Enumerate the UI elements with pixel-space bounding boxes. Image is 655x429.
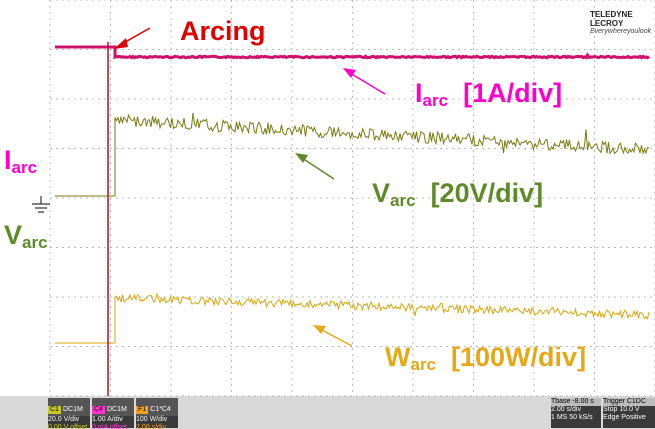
- channel-head: C4 DC1M: [92, 398, 134, 416]
- channel-coupling: DC1M: [106, 406, 127, 413]
- channel-id: F1: [136, 406, 149, 414]
- channel-offset: 0 mA offset: [92, 424, 127, 429]
- channel-label: Varc: [4, 220, 48, 252]
- ground-symbol: [32, 196, 50, 213]
- trigger-type: Edge Positive: [603, 414, 646, 421]
- trigger-box: Trigger C1DC Stop 10.0 V Edge Positive: [603, 398, 655, 428]
- arrowhead: [313, 325, 326, 334]
- channel-box: C1 DC1M 20.0 V/div 0.00 V offset: [48, 398, 90, 429]
- channel-box: C4 DC1M 1.00 A/div 0 mA offset: [92, 398, 134, 429]
- channel-scale: 20.0 V/div: [48, 416, 80, 423]
- timebase-scale: 2.00 s/div: [551, 406, 581, 413]
- channel-id: C1: [48, 406, 61, 414]
- channel-offset: 2.00 s/div: [136, 424, 166, 429]
- trigger-mode: Stop 10.0 V: [603, 406, 640, 413]
- channel-head: F1 C1*C4: [136, 398, 178, 416]
- arrow: [319, 328, 353, 347]
- annotation: Iarc [1A/div]: [415, 78, 563, 110]
- arrowhead: [295, 153, 308, 163]
- logo-tagline: Everywhereyoulook: [590, 28, 652, 35]
- channel-scale: 1.00 A/div: [92, 416, 123, 423]
- voltage-trace: [55, 112, 650, 197]
- channel-box: F1 C1*C4 100 W/div 2.00 s/div: [136, 398, 178, 429]
- channel-coupling: C1*C4: [150, 406, 171, 413]
- timebase-rate: 1 MS 50 kS/s: [551, 414, 593, 421]
- arrowhead: [343, 68, 356, 78]
- annotation: Warc [100W/div]: [385, 342, 587, 374]
- current-trace: [55, 45, 650, 60]
- channel-offset: 0.00 V offset: [48, 424, 88, 429]
- power-trace: [55, 292, 650, 344]
- arrow: [301, 157, 335, 180]
- arrowhead: [114, 38, 128, 49]
- annotation: Varc [20V/div]: [372, 178, 544, 210]
- timebase-title: Tbase -8.00 s: [551, 398, 601, 406]
- timebase-box: Tbase -8.00 s 2.00 s/div 1 MS 50 kS/s: [551, 398, 601, 428]
- channel-head: C1 DC1M: [48, 398, 90, 416]
- logo: TELEDYNE LECROY Everywhereyoulook: [560, 10, 655, 35]
- channel-scale: 100 W/div: [136, 416, 168, 423]
- annotation: Arcing: [180, 16, 266, 46]
- logo-brand: TELEDYNE LECROY: [590, 10, 633, 28]
- channel-id: C4: [92, 406, 105, 414]
- trigger-title: Trigger C1DC: [603, 398, 655, 406]
- arrow: [349, 72, 386, 95]
- channel-label: Iarc: [4, 145, 38, 177]
- channel-coupling: DC1M: [62, 406, 83, 413]
